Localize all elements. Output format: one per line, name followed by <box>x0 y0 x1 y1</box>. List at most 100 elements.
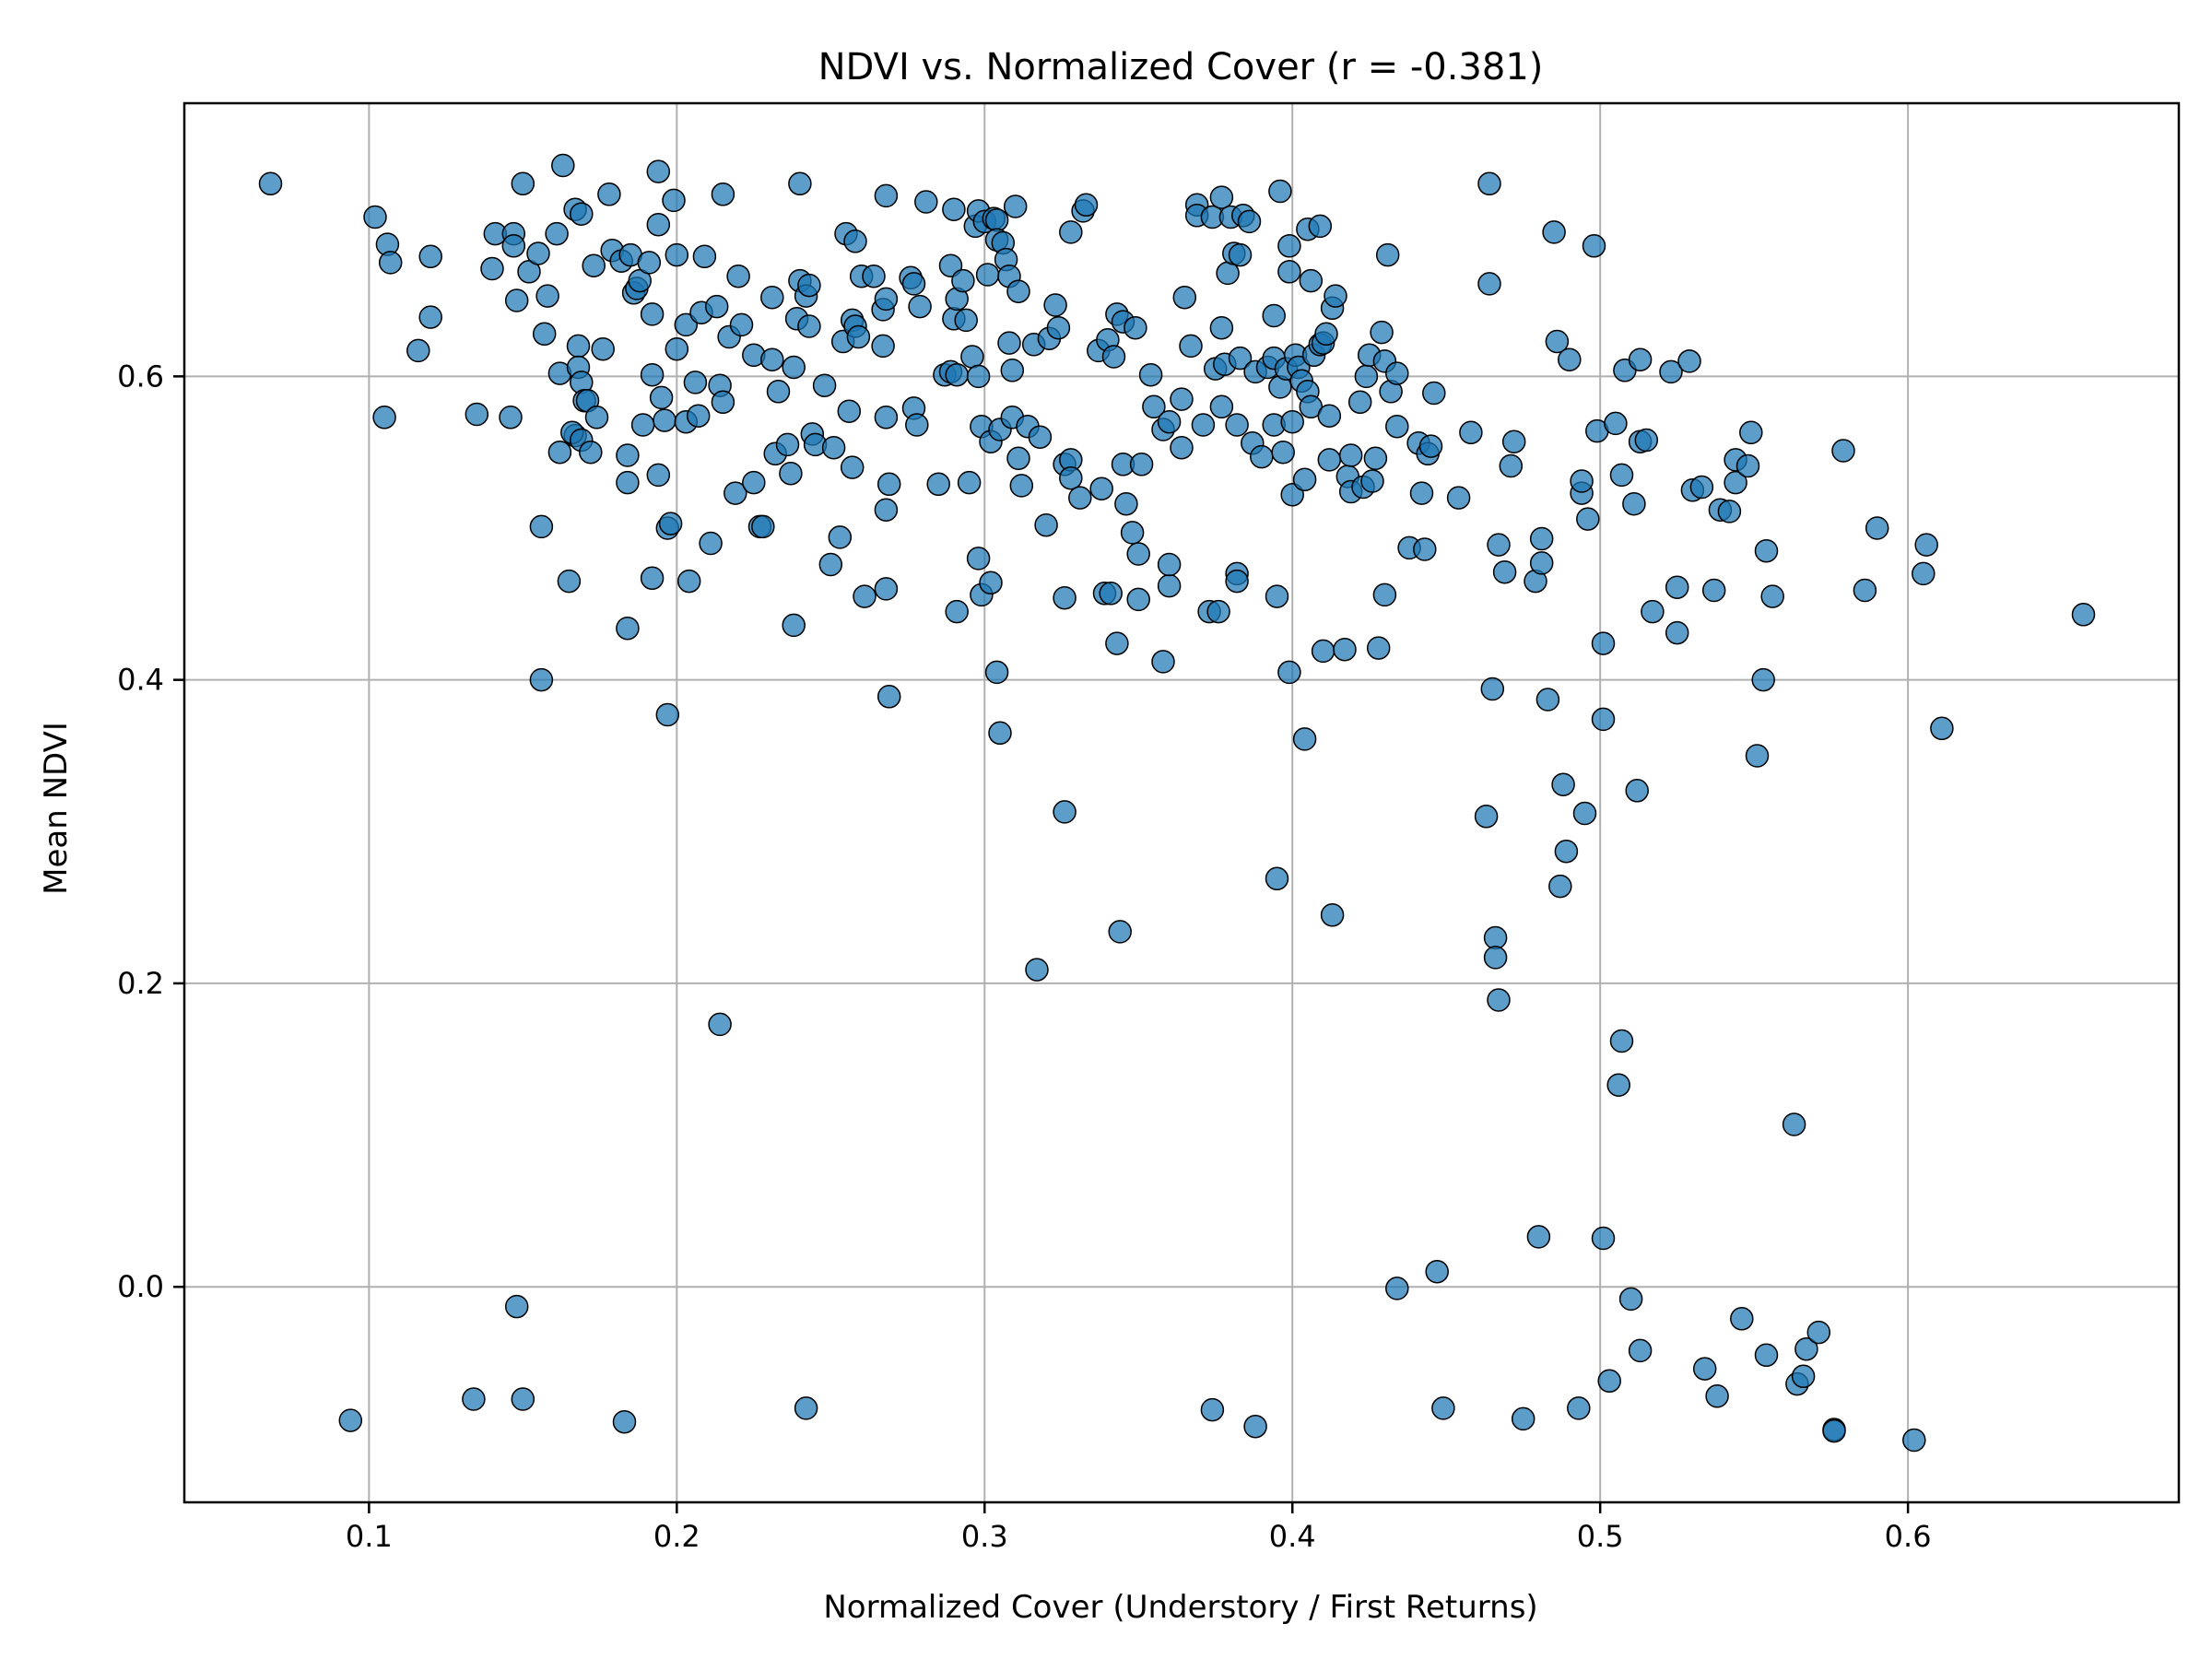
scatter-point <box>711 182 735 206</box>
scatter-point <box>1225 569 1249 594</box>
scatter-point <box>843 229 867 253</box>
scatter-point <box>1385 361 1409 385</box>
scatter-point <box>1794 1336 1818 1361</box>
scatter-point <box>612 1409 637 1434</box>
scatter-point <box>1745 744 1770 768</box>
scatter-point <box>674 312 699 337</box>
scatter-point <box>1529 526 1554 551</box>
scatter-point <box>1299 268 1324 293</box>
scatter-point <box>1831 439 1855 463</box>
scatter-point <box>901 272 926 296</box>
scatter-point <box>1689 475 1714 500</box>
scatter-point <box>683 371 708 394</box>
scatter-point <box>1209 185 1234 209</box>
scatter-point <box>418 244 442 269</box>
scatter-point <box>797 273 821 298</box>
scatter-point <box>1375 242 1400 267</box>
scatter-point <box>960 345 984 369</box>
scatter-point <box>818 552 843 577</box>
scatter-point <box>1366 636 1391 660</box>
scatter-point <box>1665 575 1689 599</box>
scatter-point <box>779 461 803 486</box>
scatter-point <box>1120 521 1145 545</box>
scatter-point <box>945 599 969 624</box>
scatter-point <box>1930 716 1954 741</box>
scatter-point <box>877 472 901 497</box>
scatter-point <box>874 406 899 429</box>
scatter-point <box>1717 500 1742 524</box>
scatter-point <box>653 408 677 432</box>
scatter-point <box>511 171 535 196</box>
scatter-point <box>504 288 529 312</box>
scatter-point <box>1625 779 1649 803</box>
scatter-point <box>372 406 396 429</box>
scatter-point <box>1730 1307 1754 1331</box>
scatter-point <box>1157 573 1182 598</box>
scatter-point <box>1487 533 1511 557</box>
scatter-point <box>1558 347 1582 371</box>
scatter-point <box>1591 1226 1616 1251</box>
scatter-point <box>1501 429 1526 453</box>
scatter-point <box>1791 1364 1816 1389</box>
scatter-point <box>1059 220 1083 244</box>
y-tick-label: 0.4 <box>117 663 164 698</box>
scatter-point <box>658 512 683 535</box>
scatter-point <box>1151 650 1175 674</box>
scatter-point <box>840 455 865 479</box>
scatter-point <box>1487 988 1511 1012</box>
scatter-point <box>547 440 572 465</box>
scatter-point <box>677 569 701 594</box>
scatter-point <box>1526 1225 1551 1249</box>
scatter-point <box>616 616 640 641</box>
scatter-point <box>1114 491 1138 516</box>
scatter-point <box>1606 1073 1630 1097</box>
scatter-point <box>1317 448 1342 472</box>
scatter-point <box>1409 481 1434 505</box>
scatter-point <box>597 182 621 206</box>
scatter-point <box>1265 584 1289 608</box>
y-axis-label: Mean NDVI <box>38 722 75 895</box>
scatter-point <box>1142 394 1166 419</box>
scatter-point <box>1228 242 1253 267</box>
scatter-point <box>529 667 554 692</box>
scatter-point <box>1170 387 1194 411</box>
scatter-point <box>874 287 899 312</box>
scatter-point <box>853 584 877 608</box>
scatter-point <box>828 525 853 549</box>
scatter-point <box>997 331 1021 355</box>
scatter-point <box>1499 453 1524 478</box>
scatter-point <box>1191 413 1216 437</box>
scatter-point <box>938 253 963 277</box>
scatter-point <box>988 721 1012 746</box>
scatter-point <box>1483 925 1508 950</box>
scatter-point <box>862 264 886 288</box>
scatter-point <box>501 234 526 258</box>
scatter-point <box>418 305 442 329</box>
scatter-point <box>1025 958 1049 982</box>
scatter-point <box>1782 1112 1806 1136</box>
scatter-point <box>1314 322 1338 347</box>
scatter-point <box>1751 667 1775 692</box>
scatter-point <box>957 470 982 495</box>
scatter-point <box>1126 542 1150 566</box>
scatter-point <box>1046 315 1071 340</box>
scatter-point <box>711 390 735 415</box>
scatter-point <box>1225 413 1249 437</box>
scatter-point <box>1480 677 1505 701</box>
scatter-point <box>1677 349 1701 373</box>
scatter-point <box>1634 428 1659 453</box>
scatter-point <box>1705 1384 1729 1408</box>
scatter-point <box>1591 707 1616 732</box>
scatter-point <box>1372 582 1397 607</box>
scatter-point <box>1262 303 1286 328</box>
scatter-point <box>686 404 711 428</box>
y-tick-label: 0.0 <box>117 1269 164 1304</box>
scatter-point <box>591 336 615 361</box>
scatter-point <box>1006 446 1030 471</box>
scatter-point <box>1477 272 1501 296</box>
scatter-point <box>363 205 387 229</box>
scatter-point <box>616 443 640 467</box>
scatter-point <box>1271 440 1295 465</box>
scatter-point <box>1370 320 1394 345</box>
scatter-point <box>1108 920 1132 944</box>
